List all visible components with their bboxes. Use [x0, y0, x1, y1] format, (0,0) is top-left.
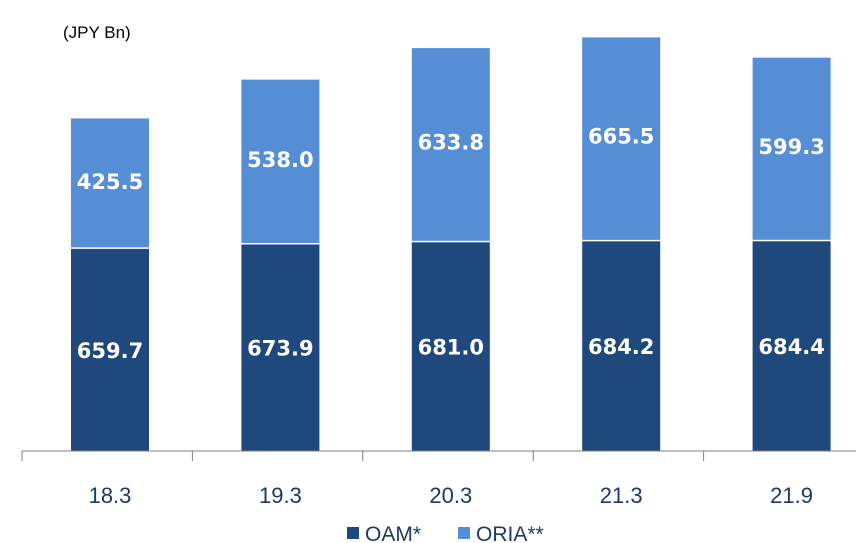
x-axis	[21, 450, 856, 461]
legend-swatch	[458, 527, 470, 539]
bar-oam-19.3	[241, 244, 320, 451]
bar-label: 538.0	[247, 148, 313, 172]
bar-oam-21.9	[752, 241, 831, 451]
unit-label: (JPY Bn)	[63, 23, 131, 42]
legend-swatch	[347, 527, 359, 539]
x-tick-label: 21.9	[770, 483, 813, 508]
legend-label: ORIA**	[476, 523, 544, 543]
x-tick-label: 21.3	[600, 483, 643, 508]
x-tick-label: 18.3	[89, 483, 132, 508]
legend: OAM* ORIA**	[347, 523, 544, 543]
bar-label: 659.7	[77, 339, 143, 363]
bar-label: 681.0	[418, 336, 484, 360]
x-tick-labels: 18.3 19.3 20.3 21.3 21.9	[89, 483, 813, 508]
bar-oam-18.3	[71, 248, 149, 451]
bar-labels-group: 659.7 425.5 673.9 538.0 681.0 633.8 684.2 665.5…	[77, 124, 825, 363]
bar-oria-21.9	[752, 57, 831, 240]
bar-oria-19.3	[241, 79, 320, 243]
bar-oria-21.3	[582, 37, 661, 240]
bar-oria-18.3	[71, 118, 149, 248]
bar-label: 599.3	[758, 135, 824, 159]
bar-label: 633.8	[418, 130, 484, 154]
x-tick-label: 20.3	[429, 483, 472, 508]
bar-oria-20.3	[411, 48, 490, 241]
bar-label: 684.4	[758, 335, 824, 359]
bar-label: 684.2	[588, 335, 654, 359]
bar-label: 425.5	[77, 170, 143, 194]
bar-oam-20.3	[411, 242, 490, 451]
bars-group	[71, 37, 831, 451]
bar-label: 665.5	[588, 124, 654, 148]
x-tick-label: 19.3	[259, 483, 302, 508]
legend-label: OAM*	[365, 523, 421, 543]
bar-label: 673.9	[247, 337, 313, 361]
bar-oam-21.3	[582, 241, 661, 451]
